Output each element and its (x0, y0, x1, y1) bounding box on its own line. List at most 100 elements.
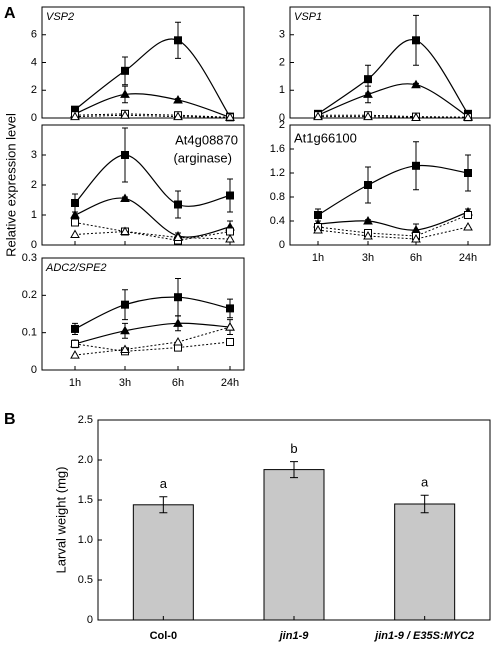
marker (71, 199, 79, 207)
y-tick-label: 0 (279, 239, 285, 251)
marker (121, 151, 129, 159)
y-tick-label: 1.6 (270, 143, 285, 155)
marker (464, 211, 472, 219)
y-tick-label: 0.2 (22, 289, 37, 301)
series-line (317, 211, 469, 231)
error-bar (290, 461, 298, 479)
marker (70, 229, 80, 238)
series-line (74, 326, 231, 356)
marker (226, 304, 234, 313)
y-tick-label: 6 (31, 29, 37, 41)
series-line (318, 116, 468, 118)
y-tick-label: 2 (279, 56, 285, 68)
x-tick-label: 24h (459, 252, 477, 264)
marker (463, 221, 473, 231)
y-tick-label: 0 (87, 614, 93, 626)
y-tick-label: 0 (31, 364, 37, 376)
y-tick-label: 1.0 (78, 534, 93, 546)
y-tick-label: 2 (279, 119, 285, 131)
marker (120, 325, 130, 335)
y-tick-label: 3 (31, 149, 37, 161)
error-bar (159, 496, 168, 514)
x-tick-label: 6h (172, 377, 184, 389)
marker (174, 200, 182, 209)
y-tick-label: 0.1 (22, 327, 37, 339)
x-tick-label: 3h (362, 252, 374, 264)
plot-frame (41, 257, 245, 371)
marker (313, 111, 323, 121)
y-tick-label: 0.3 (22, 252, 37, 264)
marker (70, 350, 80, 359)
series-line (74, 296, 231, 330)
marker (173, 111, 183, 121)
marker (121, 66, 129, 75)
marker (363, 215, 373, 225)
series-line (74, 341, 231, 352)
chart-title: VSP2 (46, 11, 74, 23)
x-tick-label: jin1-9 / E35S:MYC2 (373, 630, 474, 642)
marker (71, 218, 79, 227)
series-line (74, 322, 231, 345)
marker (226, 191, 234, 200)
marker (174, 36, 182, 45)
marker (120, 226, 130, 235)
series-line (317, 83, 469, 118)
marker (363, 89, 373, 98)
series-line (317, 164, 469, 216)
significance-letter: a (160, 476, 168, 491)
marker (225, 322, 235, 331)
marker (226, 227, 234, 236)
series-line (318, 114, 469, 118)
marker (71, 339, 79, 348)
y-tick-label: 1 (279, 84, 285, 96)
y-tick-label: 1.2 (270, 167, 285, 179)
bar (132, 504, 194, 621)
series-line (74, 154, 231, 207)
marker (463, 112, 473, 121)
x-tick-label: Col-0 (150, 630, 178, 642)
marker (412, 161, 420, 170)
marker (363, 111, 373, 121)
marker (226, 338, 234, 346)
marker (173, 336, 183, 346)
series-line (317, 214, 469, 237)
panel-label: B (4, 411, 16, 428)
marker (174, 293, 182, 302)
y-tick-label: 0 (31, 112, 37, 124)
y-tick-label: 1.5 (78, 494, 93, 506)
chart-subtitle: (arginase) (173, 150, 232, 165)
plot-frame (41, 6, 245, 119)
marker (411, 112, 421, 121)
marker (412, 36, 420, 45)
marker (225, 112, 235, 121)
marker (225, 233, 235, 243)
marker (314, 211, 322, 219)
y-axis-label: Relative expression level (3, 113, 18, 257)
series-line (74, 197, 231, 238)
marker (70, 111, 80, 121)
marker (120, 89, 130, 98)
plot-frame (289, 124, 491, 246)
series-line (74, 222, 231, 242)
marker (363, 230, 373, 240)
marker (313, 224, 323, 234)
chart-title: ADC2/SPE2 (45, 262, 107, 274)
y-tick-label: 0 (279, 112, 285, 124)
y-axis-label: Larval weight (mg) (53, 467, 68, 574)
x-tick-label: 1h (312, 252, 324, 264)
panel-label: A (4, 5, 16, 22)
x-tick-label: jin1-9 (278, 630, 310, 642)
y-tick-label: 2.0 (78, 454, 93, 466)
error-bar (420, 494, 429, 514)
y-tick-label: 2 (31, 179, 37, 191)
x-tick-label: 24h (221, 377, 239, 389)
marker (120, 344, 130, 353)
marker (120, 110, 130, 119)
marker (173, 94, 183, 104)
marker (70, 209, 80, 219)
series-line (317, 226, 469, 240)
x-tick-label: 1h (69, 377, 81, 389)
significance-letter: a (421, 475, 429, 490)
y-tick-label: 3 (279, 29, 285, 41)
